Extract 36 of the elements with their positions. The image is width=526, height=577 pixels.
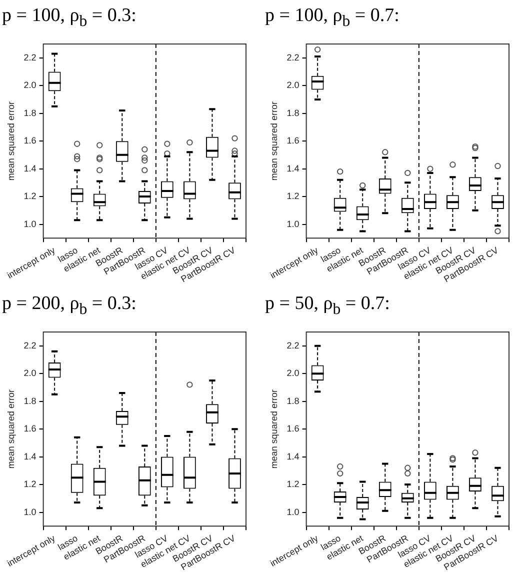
y-tick-label: 1.4	[24, 451, 36, 462]
y-tick-label: 1.6	[24, 424, 36, 434]
y-tick-label: 2.2	[286, 340, 300, 350]
y-tick-label: 2.2	[286, 52, 300, 62]
y-tick-label: 1.4	[24, 163, 36, 174]
y-tick-label: 1.2	[286, 479, 300, 490]
y-tick-label: 1.6	[24, 136, 36, 146]
y-tick-label: 1.2	[24, 191, 36, 202]
y-tick-label: 2.2	[24, 52, 36, 62]
chart-title: p = 100, ρ$_{b}$ = 0.7:	[264, 4, 400, 30]
y-tick-label: 1.0	[286, 506, 300, 517]
chart-title: p = 100, ρ$_{b}$ = 0.3:	[1, 4, 138, 30]
y-axis-title: mean squared error	[6, 390, 16, 469]
y-tick-label: 1.0	[24, 506, 36, 517]
y-tick-label: 1.4	[286, 163, 300, 174]
y-tick-label: 1.6	[286, 424, 300, 434]
y-tick-label: 1.6	[286, 136, 300, 146]
y-tick-label: 2.0	[286, 80, 300, 90]
y-tick-label: 1.2	[24, 479, 36, 490]
y-tick-label: 1.8	[286, 108, 300, 118]
chart-title: p = 200, ρ$_{b}$ = 0.3:	[1, 292, 138, 318]
y-tick-label: 2.0	[286, 368, 300, 378]
y-tick-label: 1.8	[24, 396, 36, 406]
y-tick-label: 1.8	[24, 108, 36, 118]
y-tick-label: 1.4	[286, 451, 300, 462]
y-tick-label: 2.0	[24, 368, 36, 378]
y-tick-label: 1.0	[286, 218, 300, 229]
y-tick-label: 1.0	[24, 218, 36, 229]
y-axis-title: mean squared error	[268, 102, 279, 181]
y-tick-label: 2.2	[24, 340, 36, 350]
y-tick-label: 1.2	[286, 191, 300, 202]
y-axis-title: mean squared error	[268, 390, 279, 469]
chart-title: p = 50, ρ$_{b}$ = 0.7:	[264, 292, 391, 318]
y-tick-label: 1.8	[286, 396, 300, 406]
y-axis-title: mean squared error	[6, 102, 16, 181]
y-tick-label: 2.0	[24, 80, 36, 90]
